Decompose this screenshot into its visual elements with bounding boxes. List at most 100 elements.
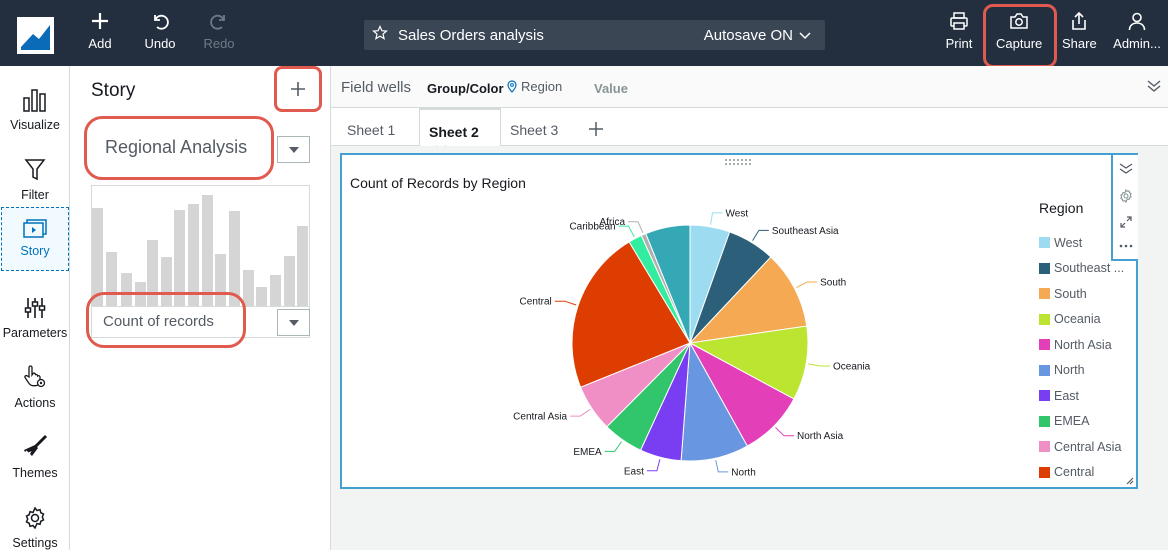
- redo-icon: [203, 8, 235, 34]
- slice-label: Southeast Asia: [772, 226, 839, 237]
- legend-items: West Southeast ... South Oceania North Asia N…: [1039, 230, 1131, 485]
- rail-item-themes[interactable]: Themes: [0, 426, 70, 492]
- plus-icon: [589, 122, 603, 136]
- leader-line: [752, 229, 769, 241]
- tab-sheet-2[interactable]: Sheet 2: [419, 108, 501, 152]
- story-panel: Story Regional Analysis Coun: [71, 66, 331, 550]
- add-button[interactable]: Add: [86, 8, 114, 60]
- rail-item-label: Filter: [21, 188, 49, 202]
- rail-item-settings[interactable]: Settings: [0, 496, 70, 550]
- tab-sheet-3[interactable]: Sheet 3: [510, 122, 559, 138]
- more-options-button[interactable]: [1118, 238, 1134, 254]
- thumbnail-footer: [91, 306, 310, 338]
- legend-item[interactable]: South: [1039, 281, 1131, 307]
- leader-line: [554, 300, 577, 306]
- value-well-label[interactable]: Value: [594, 81, 628, 96]
- story-name: Regional Analysis: [105, 137, 248, 157]
- story-dropdown-button[interactable]: [277, 136, 310, 163]
- autosave-label: Autosave ON: [703, 27, 793, 44]
- slice-label: Caribbean: [569, 222, 615, 233]
- group-color-label: Group/Color: [427, 81, 504, 96]
- legend-item[interactable]: Central Asia: [1039, 434, 1131, 460]
- legend-item[interactable]: Central: [1039, 460, 1131, 486]
- location-pin-icon: [507, 80, 517, 93]
- slice-label: Central: [520, 297, 552, 308]
- legend-item[interactable]: West: [1039, 230, 1131, 256]
- add-sheet-button[interactable]: [589, 116, 603, 142]
- legend-item[interactable]: Southeast ...: [1039, 256, 1131, 282]
- format-visual-button[interactable]: [1118, 188, 1134, 204]
- caret-down-icon: [288, 146, 299, 153]
- legend-item[interactable]: North: [1039, 358, 1131, 384]
- legend-swatch: [1039, 466, 1050, 478]
- resize-handle-icon[interactable]: [1124, 475, 1134, 485]
- rail-item-filter[interactable]: Filter: [0, 148, 70, 214]
- filter-icon: [0, 148, 70, 182]
- left-tool-rail: Visualize Filter Story Parameters Action…: [0, 66, 70, 550]
- legend-item[interactable]: Oceania: [1039, 307, 1131, 333]
- legend-swatch: [1039, 364, 1050, 376]
- legend-item[interactable]: EMEA: [1039, 409, 1131, 435]
- visual-menu: [1111, 155, 1138, 261]
- analysis-title-bar[interactable]: Sales Orders analysis Autosave ON: [364, 20, 825, 50]
- pie-slice-oceania[interactable]: [688, 325, 809, 400]
- rail-item-actions[interactable]: Actions: [0, 356, 70, 422]
- slice-label: West: [726, 208, 749, 219]
- leader-line: [775, 426, 794, 437]
- legend-swatch: [1039, 415, 1050, 427]
- user-label: Admin...: [1113, 36, 1161, 51]
- pie-chart-visual[interactable]: Count of Records by Region West Southeast…: [340, 153, 1138, 489]
- measure-dropdown-button[interactable]: [277, 309, 310, 336]
- legend-label: EMEA: [1054, 414, 1090, 429]
- leader-line: [715, 460, 729, 473]
- rail-item-parameters[interactable]: Parameters: [0, 286, 70, 352]
- capture-label: Capture: [996, 36, 1043, 51]
- add-story-button[interactable]: [274, 66, 322, 112]
- rail-item-story[interactable]: Story: [1, 207, 69, 271]
- rail-item-label: Settings: [12, 536, 58, 550]
- autosave-toggle[interactable]: Autosave ON: [704, 27, 811, 44]
- redo-button[interactable]: Redo: [203, 8, 235, 60]
- measure-select[interactable]: Count of records: [86, 292, 246, 348]
- rail-item-label: Themes: [12, 466, 58, 480]
- gear-icon: [0, 496, 70, 530]
- pie-slice-central[interactable]: [571, 241, 691, 388]
- leader-line: [570, 408, 591, 417]
- legend-item[interactable]: North Asia: [1039, 332, 1131, 358]
- app-logo[interactable]: [17, 17, 54, 54]
- expand-visual-button[interactable]: [1118, 214, 1134, 230]
- field-wells-title: Field wells: [341, 79, 412, 96]
- legend-item[interactable]: East: [1039, 383, 1131, 409]
- slice-label: North Asia: [797, 431, 844, 442]
- undo-button[interactable]: Undo: [143, 8, 177, 60]
- ellipsis-icon: [1119, 244, 1133, 248]
- print-button[interactable]: Print: [944, 8, 974, 60]
- expand-wells-button[interactable]: [1146, 79, 1162, 96]
- rail-item-visualize[interactable]: Visualize: [0, 78, 70, 144]
- slice-label: South: [820, 278, 846, 289]
- user-menu-button[interactable]: Admin...: [1111, 8, 1163, 60]
- group-color-field[interactable]: Region: [507, 79, 562, 94]
- leader-line: [604, 441, 622, 452]
- rail-item-label: Parameters: [2, 326, 68, 340]
- sheet-tabs: Sheet 1 Sheet 2 Sheet 3: [331, 108, 1168, 152]
- legend-label: Central Asia: [1054, 439, 1122, 454]
- tab-sheet-1[interactable]: Sheet 1: [347, 122, 396, 138]
- star-icon[interactable]: [372, 25, 388, 45]
- legend-swatch: [1039, 262, 1050, 274]
- leader-line: [710, 212, 723, 225]
- drag-handle-icon[interactable]: [724, 158, 754, 166]
- leader-line: [808, 363, 830, 367]
- story-name-select[interactable]: Regional Analysis: [84, 116, 274, 180]
- capture-button[interactable]: Capture: [996, 8, 1042, 60]
- legend-swatch: [1039, 441, 1050, 453]
- visual-title: Count of Records by Region: [350, 175, 526, 191]
- legend-label: East: [1054, 388, 1080, 403]
- collapse-button[interactable]: [1118, 161, 1134, 177]
- share-button[interactable]: Share: [1062, 8, 1097, 60]
- expand-icon: [1120, 216, 1132, 228]
- pie-slice-africa[interactable]: [645, 224, 691, 344]
- camera-icon: [996, 8, 1042, 34]
- pie-slice-south[interactable]: [688, 256, 808, 344]
- printer-icon: [944, 8, 974, 34]
